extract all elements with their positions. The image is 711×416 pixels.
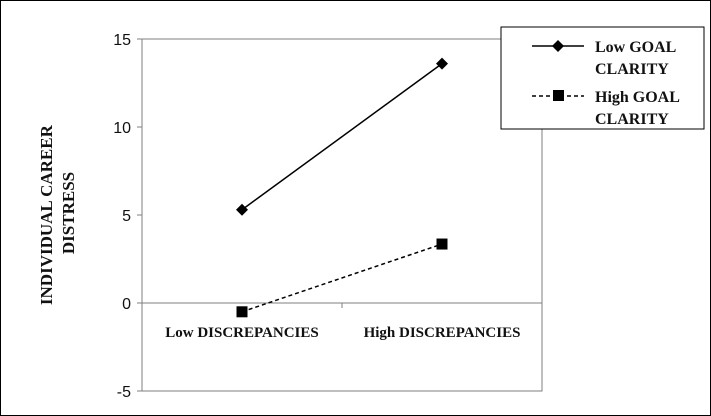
x-tick-label-high-discrepancies: High DISCREPANCIES xyxy=(364,325,521,341)
data-point-high-goal-clarity-high-discrepancies xyxy=(436,238,448,250)
legend-label-high-goal-clarity-line-1: High GOAL xyxy=(595,89,679,106)
legend-box xyxy=(500,26,705,130)
data-point-low-goal-clarity-high-discrepancies xyxy=(436,57,448,70)
y-tick-label: 10 xyxy=(113,120,131,137)
y-tick-label: 15 xyxy=(113,32,131,49)
series-layer xyxy=(236,57,448,318)
y-tick-label: 5 xyxy=(122,208,131,225)
y-axis-title: INDIVIDUAL CAREER DISTRESS xyxy=(37,121,78,305)
data-point-high-goal-clarity-low-discrepancies xyxy=(236,306,248,318)
legend: Low GOAL CLARITY High GOAL CLARITY xyxy=(500,26,705,130)
legend-marker-square xyxy=(553,90,564,101)
series-line-low-goal-clarity xyxy=(241,63,443,211)
legend-marker-diamond xyxy=(552,40,564,52)
y-tick-label: -5 xyxy=(117,384,131,401)
x-axis: Low DISCREPANCIES High DISCREPANCIES xyxy=(141,302,543,341)
legend-label-low-goal-clarity-line-2: CLARITY xyxy=(595,61,669,78)
y-axis-title-line-1: INDIVIDUAL CAREER xyxy=(37,124,56,305)
y-axis-title-line-2: DISTRESS xyxy=(59,172,78,254)
x-tick-label-low-discrepancies: Low DISCREPANCIES xyxy=(165,325,319,341)
y-tick-label: 0 xyxy=(122,296,131,313)
series-high-goal-clarity xyxy=(236,238,448,318)
y-axis: 15 10 5 0 -5 xyxy=(113,32,143,401)
series-line-high-goal-clarity xyxy=(241,243,443,313)
legend-label-low-goal-clarity-line-1: Low GOAL xyxy=(595,39,676,56)
legend-label-high-goal-clarity: High GOAL CLARITY xyxy=(595,89,683,128)
data-point-low-goal-clarity-low-discrepancies xyxy=(236,203,248,216)
legend-label-low-goal-clarity: Low GOAL CLARITY xyxy=(595,39,679,78)
legend-label-high-goal-clarity-line-2: CLARITY xyxy=(595,111,669,128)
series-low-goal-clarity xyxy=(236,57,448,216)
